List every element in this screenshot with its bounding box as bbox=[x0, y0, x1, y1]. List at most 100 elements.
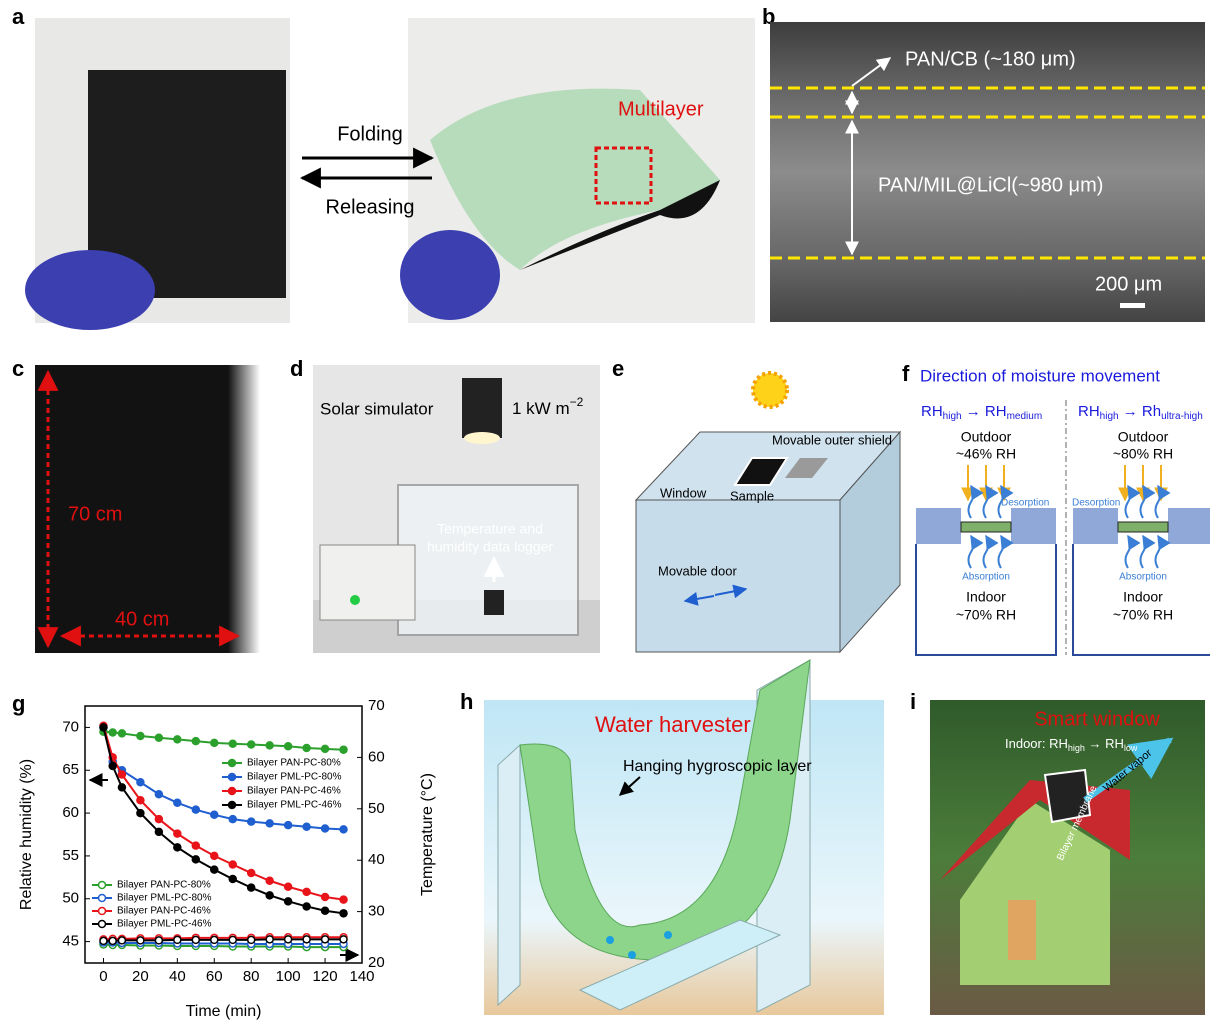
data-point bbox=[303, 936, 310, 943]
moisture-arrow bbox=[969, 536, 974, 568]
simulator-label: Solar simulator bbox=[320, 399, 434, 418]
i-title: Smart window bbox=[1034, 708, 1160, 730]
sample-label: Sample bbox=[730, 488, 774, 503]
panel-e: e Movable outer shield Window Sample Mov… bbox=[612, 356, 900, 652]
data-point bbox=[137, 732, 144, 739]
scale-bar bbox=[1120, 303, 1145, 308]
legend-marker bbox=[99, 921, 106, 928]
subscript: medium bbox=[1007, 411, 1043, 422]
subscript: ultra-high bbox=[1161, 411, 1203, 422]
data-point bbox=[155, 816, 162, 823]
layer-label: Hanging hygroscopic layer bbox=[623, 758, 812, 775]
data-point bbox=[266, 936, 273, 943]
data-point bbox=[118, 937, 125, 944]
data-point bbox=[322, 825, 329, 832]
text: Rh bbox=[1142, 403, 1161, 420]
photo-edge bbox=[228, 365, 260, 653]
x-tick-label: 0 bbox=[99, 968, 107, 985]
panel-label: a bbox=[12, 4, 25, 29]
x-tick-label: 100 bbox=[276, 968, 301, 985]
panel-label: i bbox=[910, 689, 916, 714]
data-point bbox=[322, 745, 329, 752]
desorption-label: Desorption bbox=[1001, 498, 1049, 509]
layer-label: PAN/MIL@LiCl(~980 μm) bbox=[878, 174, 1103, 196]
legend-label: Bilayer PML-PC-80% bbox=[247, 772, 342, 783]
data-point bbox=[340, 910, 347, 917]
data-point bbox=[211, 811, 218, 818]
moisture-arrow bbox=[1156, 486, 1161, 518]
data-point bbox=[211, 866, 218, 873]
data-point bbox=[322, 894, 329, 901]
x-tick-label: 80 bbox=[243, 968, 260, 985]
layer-label: PAN/CB (~180 μm) bbox=[905, 48, 1076, 70]
data-point bbox=[174, 936, 181, 943]
data-point bbox=[137, 810, 144, 817]
data-point bbox=[109, 729, 116, 736]
subscript: high bbox=[943, 411, 962, 422]
data-point bbox=[266, 742, 273, 749]
indoor-label: Indoor bbox=[1123, 589, 1163, 605]
desorption-label: Desorption bbox=[1072, 498, 1120, 509]
panel-h: h Water harvester Hanging hygroscopic la… bbox=[460, 660, 884, 1015]
wall bbox=[1011, 508, 1056, 544]
moisture-arrow bbox=[969, 486, 974, 518]
legend-label: Bilayer PML-PC-46% bbox=[117, 919, 212, 930]
y-tick-label: 65 bbox=[62, 761, 79, 778]
membrane bbox=[1118, 522, 1168, 532]
droplet bbox=[628, 951, 636, 959]
lamp bbox=[462, 378, 502, 438]
data-point bbox=[266, 820, 273, 827]
f-title: Direction of moisture movement bbox=[920, 366, 1160, 385]
data-point bbox=[229, 876, 236, 883]
indicator bbox=[350, 595, 360, 605]
panel-label: f bbox=[902, 361, 910, 386]
door-label: Movable door bbox=[658, 563, 737, 578]
y2-tick-label: 70 bbox=[368, 697, 385, 714]
data-point bbox=[109, 937, 116, 944]
y2-tick-label: 60 bbox=[368, 748, 385, 765]
data-point bbox=[118, 771, 125, 778]
panel-label: d bbox=[290, 356, 303, 381]
y-tick-label: 50 bbox=[62, 890, 79, 907]
data-point bbox=[192, 856, 199, 863]
outdoor-rh: ~80% RH bbox=[1113, 446, 1173, 462]
legend-marker bbox=[229, 774, 236, 781]
text: RH bbox=[1105, 736, 1124, 751]
data-point bbox=[174, 830, 181, 837]
moisture-arrow bbox=[1126, 486, 1131, 518]
multilayer-label: Multilayer bbox=[618, 98, 704, 120]
arrow-symbol: → bbox=[1119, 403, 1142, 420]
data-point bbox=[229, 740, 236, 747]
x-tick-label: 40 bbox=[169, 968, 186, 985]
logger-label: humidity data logger bbox=[427, 539, 553, 555]
legend-marker bbox=[229, 760, 236, 767]
text: Indoor: RH bbox=[1005, 736, 1068, 751]
data-point bbox=[303, 823, 310, 830]
rh-direction: RHhigh → Rhultra-high bbox=[1078, 403, 1203, 422]
panel-a: a Multilayer Folding Releasing bbox=[12, 4, 755, 330]
panel-label: c bbox=[12, 356, 24, 381]
moisture-arrow bbox=[1156, 536, 1161, 568]
logger-label: Temperature and bbox=[437, 521, 543, 537]
data-point bbox=[322, 907, 329, 914]
x-tick-label: 60 bbox=[206, 968, 223, 985]
data-point bbox=[192, 842, 199, 849]
legend-marker bbox=[99, 882, 106, 889]
moisture-arrow bbox=[1141, 536, 1146, 568]
data-point bbox=[285, 936, 292, 943]
outdoor-label: Outdoor bbox=[961, 429, 1012, 445]
data-logger bbox=[484, 590, 504, 615]
text: RH bbox=[985, 403, 1007, 420]
rh-direction: RHhigh → RHmedium bbox=[921, 403, 1042, 422]
legend-label: Bilayer PAN-PC-46% bbox=[247, 786, 341, 797]
y2-axis-label: Temperature (°C) bbox=[419, 773, 436, 896]
data-point bbox=[303, 888, 310, 895]
data-point bbox=[266, 892, 273, 899]
shield-label: Movable outer shield bbox=[772, 432, 892, 447]
panel-f: f Direction of moisture movement RHhigh … bbox=[902, 361, 1210, 655]
y-axis-label: Relative humidity (%) bbox=[18, 759, 35, 910]
data-point bbox=[340, 826, 347, 833]
data-point bbox=[174, 844, 181, 851]
panel-i: i Smart window Indoor: RHhigh → RHlow Wa… bbox=[910, 689, 1205, 1015]
subscript: low bbox=[1124, 743, 1138, 753]
